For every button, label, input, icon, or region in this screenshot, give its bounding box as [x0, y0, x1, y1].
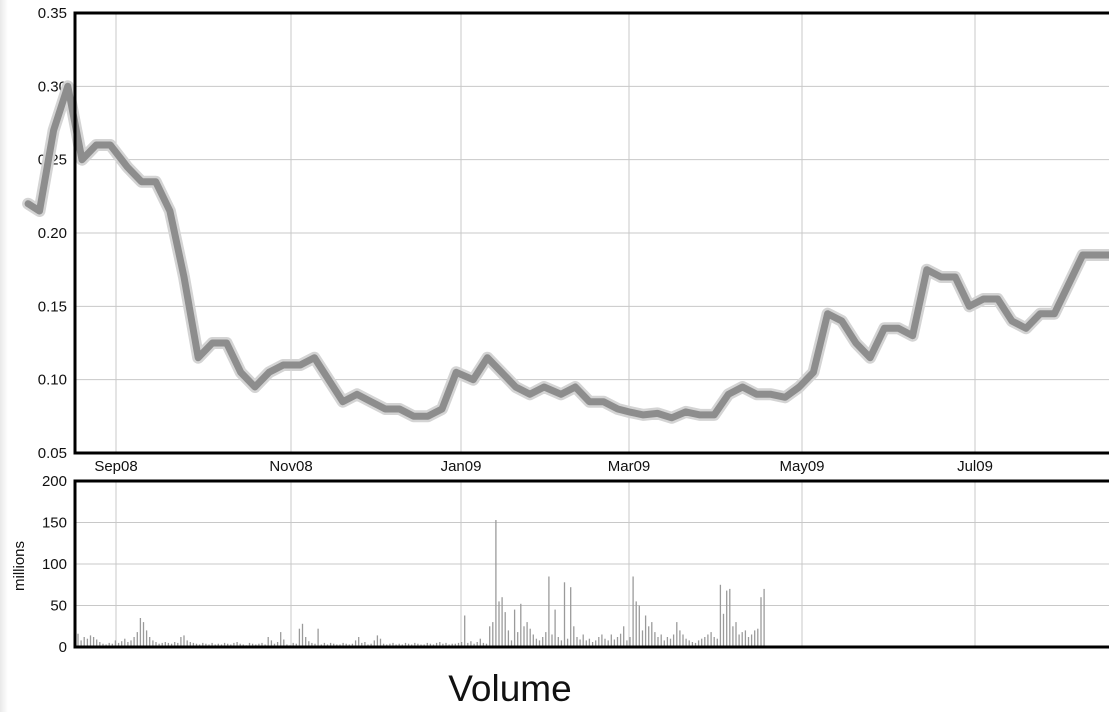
price-x-axis: Sep08 Nov08 Jan09 Mar09 May09 Jul09 [94, 458, 993, 475]
x-tick-label: Nov08 [269, 458, 312, 475]
price-grid [75, 13, 1109, 453]
x-tick-label: Mar09 [608, 458, 651, 475]
volume-caption: Volume [448, 668, 572, 709]
price-y-tick-label: 0.20 [38, 225, 67, 242]
price-y-tick-label: 0.10 [38, 372, 67, 389]
price-y-tick-label: 0.05 [38, 445, 67, 462]
price-y-axis: 0.350.300.250.200.150.100.05 [38, 5, 67, 462]
volume-bars [77, 520, 765, 647]
price-y-tick-label: 0.15 [38, 298, 67, 315]
x-tick-label: Sep08 [94, 458, 137, 475]
volume-y-tick-label: 200 [42, 473, 67, 490]
left-edge-shade [0, 0, 8, 712]
volume-y-axis-label: millions [11, 541, 28, 591]
price-y-tick-label: 0.35 [38, 5, 67, 22]
x-tick-label: Jul09 [957, 458, 993, 475]
price-series [22, 80, 1109, 424]
x-tick-label: May09 [779, 458, 824, 475]
volume-y-tick-label: 0 [59, 639, 67, 656]
x-tick-label: Jan09 [441, 458, 482, 475]
price-line [24, 82, 1109, 422]
volume-y-tick-label: 100 [42, 556, 67, 573]
volume-grid [75, 481, 1109, 647]
volume-y-tick-label: 50 [50, 598, 67, 615]
price-frame [73, 11, 1109, 455]
volume-frame [73, 479, 1109, 649]
price-y-tick-label: 0.30 [38, 78, 67, 95]
volume-y-axis: 200 150 100 50 0 [42, 473, 67, 656]
volume-y-tick-label: 150 [42, 515, 67, 532]
price-line-halo [22, 80, 1109, 424]
